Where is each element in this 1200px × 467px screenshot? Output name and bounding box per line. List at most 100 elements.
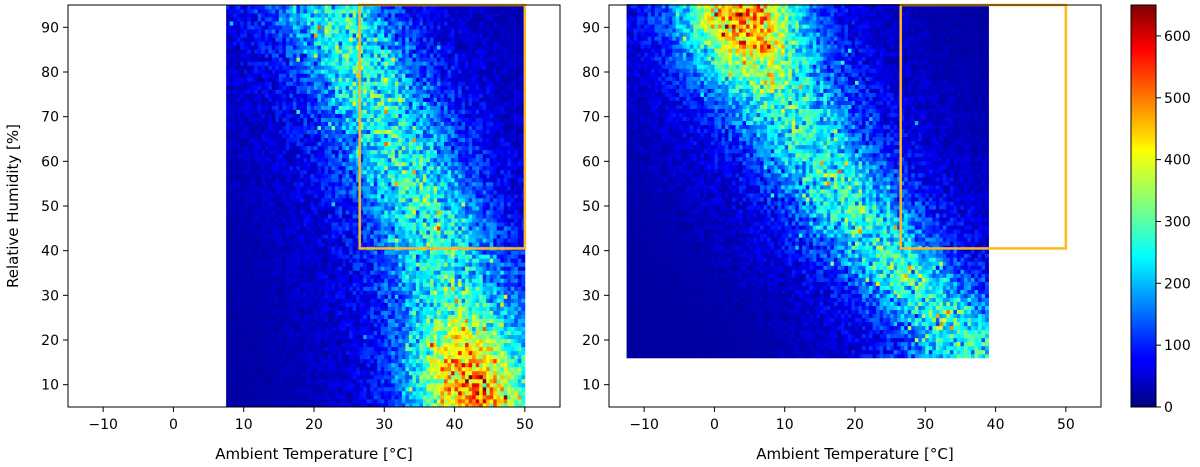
left-heatmap-cell (321, 218, 325, 223)
left-heatmap-cell (384, 346, 389, 352)
left-heatmap-cell (314, 73, 318, 78)
left-heatmap-cell (303, 89, 308, 94)
left-heatmap-cell (317, 346, 322, 352)
left-heatmap-cell (377, 346, 382, 352)
left-heatmap-cell (366, 266, 371, 271)
left-heatmap-cell (240, 370, 245, 376)
left-heatmap-cell (257, 69, 262, 74)
left-heatmap-cell (289, 286, 294, 291)
left-heatmap-cell (306, 165, 311, 171)
left-heatmap-cell (303, 402, 308, 408)
left-heatmap-cell (271, 278, 276, 283)
left-heatmap-cell (380, 330, 385, 336)
left-heatmap-cell (285, 290, 290, 295)
left-heatmap-cell (398, 318, 403, 323)
left-heatmap-cell (296, 73, 301, 78)
left-heatmap-cell (363, 97, 368, 102)
left-heatmap-cell (247, 97, 252, 102)
left-heatmap-cell (240, 314, 245, 319)
left-heatmap-cell (268, 286, 273, 291)
left-heatmap-cell (394, 242, 399, 247)
left-heatmap-cell (342, 270, 347, 275)
left-heatmap-cell (278, 338, 283, 344)
left-heatmap-cell (264, 65, 269, 70)
left-heatmap-cell (296, 326, 301, 332)
left-heatmap-cell (282, 93, 287, 98)
left-heatmap-cell (257, 193, 262, 199)
left-heatmap-cell (394, 133, 399, 139)
left-heatmap-cell (314, 185, 318, 191)
left-heatmap-cell (370, 193, 375, 199)
left-heatmap-cell (289, 250, 294, 255)
left-heatmap-cell (226, 113, 231, 118)
left-heatmap-cell (398, 49, 403, 54)
left-heatmap-cell (349, 121, 354, 126)
left-heatmap-cell (303, 294, 308, 299)
left-heatmap-cell (328, 342, 332, 348)
left-heatmap-cell (250, 402, 255, 408)
left-heatmap-cell (366, 41, 371, 46)
left-heatmap-cell (278, 17, 283, 22)
left-heatmap-cell (345, 173, 350, 179)
left-heatmap-cell (233, 370, 238, 376)
left-heatmap-cell (289, 226, 294, 231)
left-heatmap-cell (331, 242, 336, 247)
left-heatmap-cell (254, 65, 259, 70)
left-heatmap-cell (278, 234, 283, 239)
left-heatmap-cell (306, 77, 311, 82)
left-heatmap-cell (229, 65, 234, 70)
left-heatmap-cell (303, 149, 308, 155)
left-heatmap-cell (299, 354, 304, 360)
left-heatmap-cell (338, 201, 343, 207)
left-heatmap-cell (356, 230, 361, 235)
left-heatmap-cell (275, 278, 280, 283)
left-heatmap-cell (247, 338, 252, 344)
left-heatmap-cell (321, 77, 325, 82)
left-heatmap-cell (321, 306, 325, 311)
left-heatmap-cell (268, 129, 273, 135)
left-heatmap-cell (356, 177, 361, 183)
left-heatmap-cell (282, 45, 287, 50)
left-heatmap-cell (394, 41, 399, 46)
left-heatmap-cell (363, 61, 368, 66)
left-heatmap-cell (271, 330, 276, 336)
left-heatmap-cell (377, 53, 382, 58)
left-heatmap-cell (229, 278, 234, 283)
left-heatmap-cell (373, 222, 378, 227)
left-heatmap-cell (398, 201, 403, 207)
left-heatmap-cell (268, 25, 273, 30)
left-heatmap-cell (303, 258, 308, 263)
left-heatmap-cell (391, 362, 396, 368)
left-heatmap-cell (352, 117, 357, 122)
left-heatmap-cell (363, 45, 368, 50)
left-heatmap-cell (310, 21, 315, 26)
left-heatmap-cell (363, 181, 368, 187)
left-heatmap-cell (226, 234, 231, 239)
left-heatmap-cell (292, 218, 297, 223)
left-heatmap-cell (261, 206, 266, 211)
left-heatmap-cell (226, 262, 231, 267)
left-heatmap-cell (306, 73, 311, 78)
left-heatmap-cell (292, 230, 297, 235)
left-heatmap-cell (342, 382, 347, 388)
left-heatmap-cell (359, 378, 364, 384)
left-heatmap-cell (352, 121, 357, 126)
left-heatmap-cell (331, 197, 336, 203)
left-heatmap-cell (352, 386, 357, 392)
left-heatmap-cell (257, 354, 262, 360)
left-heatmap-cell (275, 157, 280, 163)
left-heatmap-cell (366, 290, 371, 295)
left-heatmap-cell (250, 25, 255, 30)
left-heatmap-cell (359, 73, 364, 78)
left-heatmap-cell (268, 306, 273, 311)
left-heatmap-cell (317, 181, 322, 187)
left-heatmap-cell (236, 85, 241, 90)
left-heatmap-cell (275, 362, 280, 368)
left-heatmap-cell (268, 57, 273, 62)
left-heatmap-cell (299, 201, 304, 207)
left-heatmap-cell (356, 173, 361, 179)
left-heatmap-cell (240, 222, 245, 227)
left-heatmap-cell (299, 101, 304, 106)
left-heatmap-cell (324, 342, 329, 348)
left-heatmap-cell (236, 222, 241, 227)
